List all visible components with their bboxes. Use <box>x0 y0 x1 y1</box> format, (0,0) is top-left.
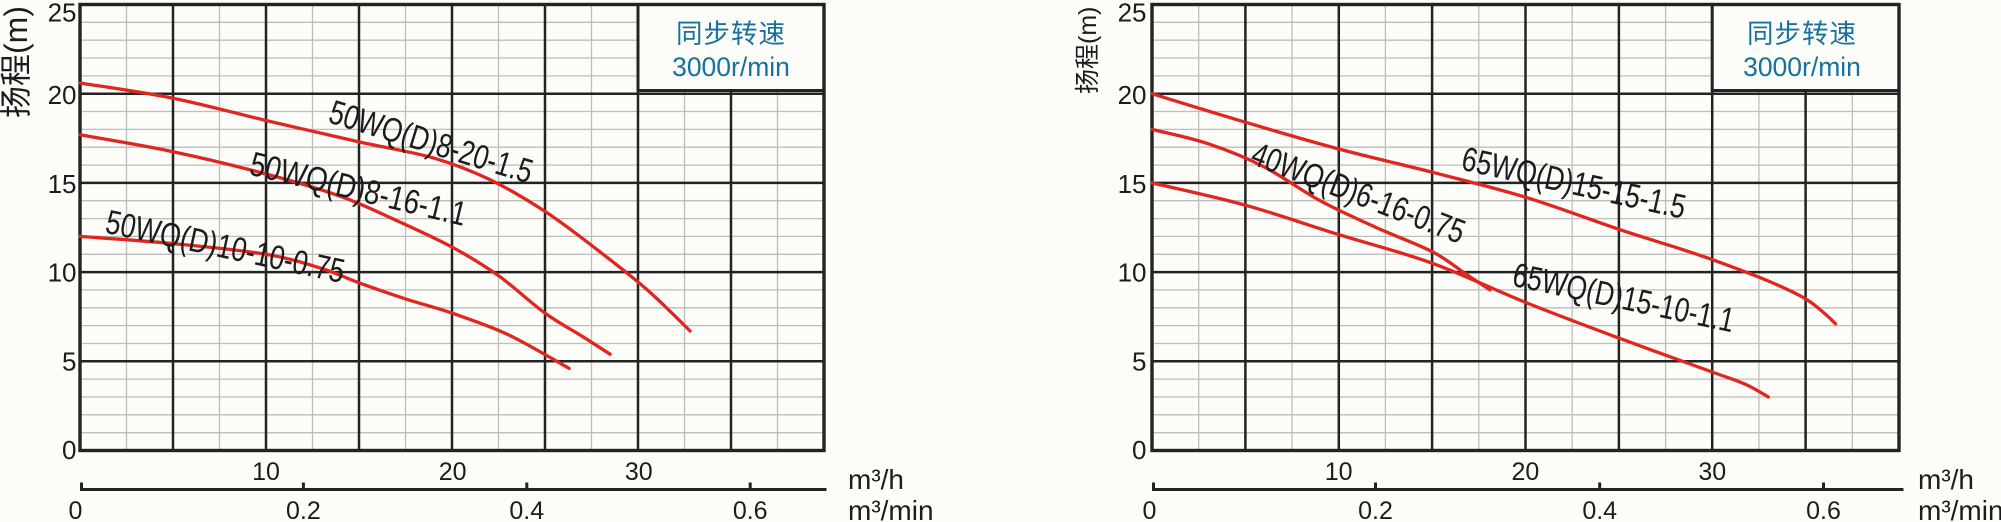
svg-text:10: 10 <box>1118 258 1147 288</box>
svg-text:m³/h: m³/h <box>1918 464 1974 495</box>
svg-text:10: 10 <box>1325 458 1353 486</box>
svg-text:20: 20 <box>48 80 77 110</box>
svg-text:25: 25 <box>48 0 77 28</box>
svg-text:0.2: 0.2 <box>1358 497 1393 522</box>
svg-text:0.6: 0.6 <box>1806 497 1841 522</box>
svg-text:15: 15 <box>48 169 77 199</box>
svg-text:m³/min: m³/min <box>1918 495 2001 522</box>
svg-text:3000r/min: 3000r/min <box>1743 52 1861 82</box>
svg-text:30: 30 <box>1698 458 1726 486</box>
svg-text:30: 30 <box>625 458 653 486</box>
svg-text:0: 0 <box>1143 497 1157 522</box>
svg-text:m³/h: m³/h <box>848 464 904 495</box>
svg-text:25: 25 <box>1118 0 1147 28</box>
svg-text:10: 10 <box>48 258 77 288</box>
svg-text:扬程(m): 扬程(m) <box>0 6 34 118</box>
svg-text:m³/min: m³/min <box>848 495 934 522</box>
svg-text:20: 20 <box>1118 80 1147 110</box>
svg-text:0.6: 0.6 <box>733 497 768 522</box>
svg-text:同步转速: 同步转速 <box>1747 19 1857 49</box>
svg-text:同步转速: 同步转速 <box>676 19 786 49</box>
svg-text:0.4: 0.4 <box>509 497 544 522</box>
svg-text:0: 0 <box>69 497 83 522</box>
svg-text:15: 15 <box>1118 169 1147 199</box>
svg-text:0: 0 <box>62 435 76 465</box>
svg-text:扬程(m): 扬程(m) <box>1074 7 1102 94</box>
svg-text:5: 5 <box>62 346 76 376</box>
svg-text:20: 20 <box>1511 458 1539 486</box>
svg-text:0.2: 0.2 <box>286 497 321 522</box>
svg-text:5: 5 <box>1132 346 1146 376</box>
svg-text:0.4: 0.4 <box>1582 497 1617 522</box>
svg-text:20: 20 <box>439 458 467 486</box>
svg-text:0: 0 <box>1132 435 1146 465</box>
svg-text:10: 10 <box>252 458 280 486</box>
svg-text:3000r/min: 3000r/min <box>672 52 790 82</box>
